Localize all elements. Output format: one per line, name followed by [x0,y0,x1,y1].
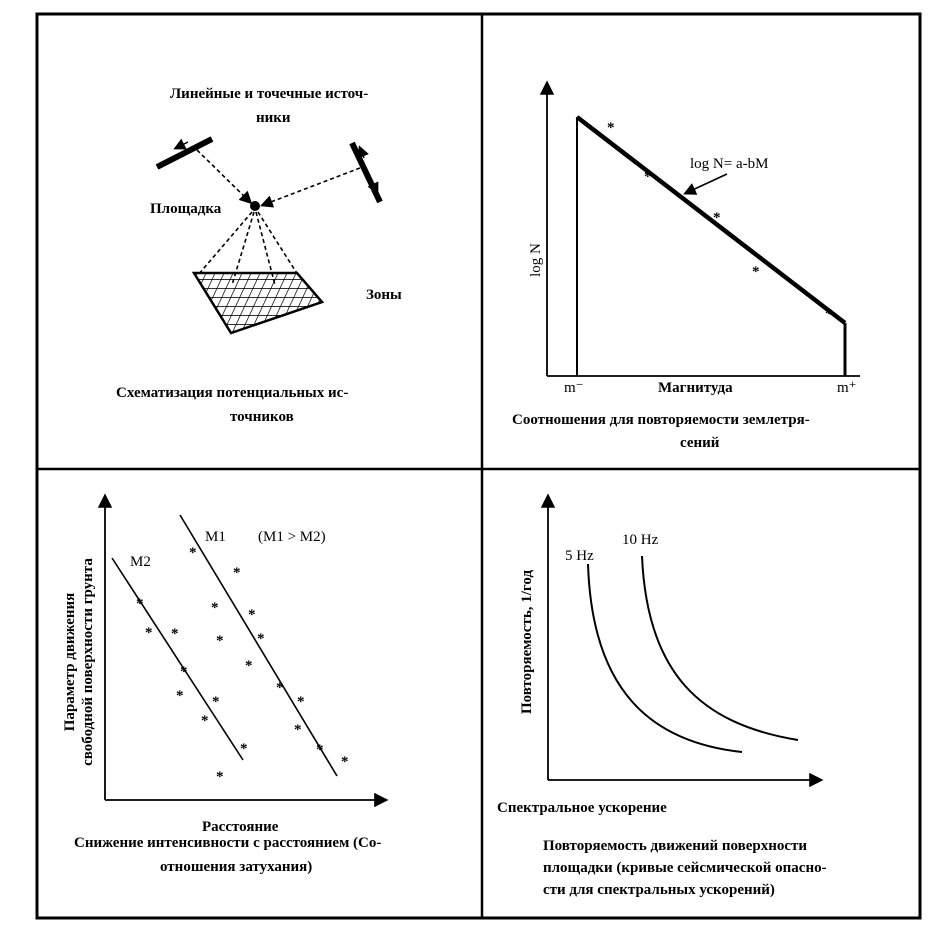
sources-caption-line1: Схематизация потенциальных ис- [116,385,348,401]
hazard-curve-5hz [587,563,743,753]
attenuation-line-m2 [111,557,244,761]
slip-arrow-right [357,145,369,159]
recurrence-point: * [607,120,615,136]
attenuation-point: * [216,769,224,785]
path-right-to-site [260,167,361,208]
hazard-caption-line3: сти для спектральных ускорений) [543,882,775,898]
attenuation-caption-line2: отношения затухания) [160,859,312,875]
attenuation-point: * [201,713,209,729]
attenuation-point: * [297,694,305,710]
gr-formula: log N= a-bM [690,156,768,172]
path-left-to-site [196,149,253,205]
attenuation-line-m1 [179,514,338,777]
attenuation-point: * [171,626,179,642]
recurrence-point: * [713,210,721,226]
slip-arrow-left [173,138,189,150]
attenuation-point: * [212,694,220,710]
attenuation-point: * [189,545,197,561]
panel-recurrence: log N * * * * * log N= a-bM m⁻ Магнитуда… [512,80,860,451]
attenuation-point: * [316,742,324,758]
zones-label: Зоны [366,287,402,303]
attenuation-point: * [145,625,153,641]
recurrence-caption-line2: сений [680,435,720,451]
sources-caption-line2: точников [230,409,294,425]
curve-10hz-label: 10 Hz [622,532,659,548]
panel-hazard-curves: Повторяемость, 1/год 5 Hz 10 Hz Спектрал… [497,493,827,898]
attenuation-point: * [180,664,188,680]
panel-sources: Линейные и точечные источ- ники Площадка… [116,86,402,425]
sources-label-line1: Линейные и точечные источ- [170,86,368,102]
attenuation-caption-line1: Снижение интенсивности с расстоянием (Со… [74,835,381,851]
hazard-caption-line2: площадки (кривые сейсмической опасно- [543,860,827,876]
attenuation-point: * [341,754,349,770]
zone-line-4 [257,211,299,276]
attenuation-x-label: Расстояние [202,819,279,835]
recurrence-x-label: Магнитуда [658,380,733,396]
recurrence-point: * [825,306,833,322]
zone-line-3 [255,211,276,286]
attenuation-point: * [294,722,302,738]
hazard-y-label: Повторяемость, 1/год [519,570,535,714]
attenuation-point: * [248,607,256,623]
magnitude-relation: (M1 > M2) [258,529,326,545]
slip-arrow-right-2 [367,181,379,195]
hazard-caption-line1: Повторяемость движений поверхности [543,838,807,854]
attenuation-point: * [136,596,144,612]
m1-label: M1 [205,529,226,545]
attenuation-y-label-line1: Параметр движения [62,593,78,732]
sources-label-line2: ники [256,110,291,126]
m2-label: M2 [130,554,151,570]
m-max-label: m⁺ [837,380,857,396]
site-point [250,201,260,211]
site-label: Площадка [150,201,222,217]
attenuation-point: * [276,680,284,696]
attenuation-y-label-line2: свободной поверхности грунта [80,558,96,766]
attenuation-point: * [211,600,219,616]
formula-pointer [683,173,728,195]
zone-line-1 [197,211,253,276]
attenuation-point: * [257,631,265,647]
gutenberg-richter-line [575,115,847,325]
attenuation-point: * [216,633,224,649]
source-zone-grid [191,271,325,335]
attenuation-point: * [176,688,184,704]
line-source-left [155,136,214,170]
attenuation-point: * [233,565,241,581]
recurrence-point: * [644,169,652,185]
recurrence-point: * [752,264,760,280]
m-min-label: m⁻ [564,380,584,396]
recurrence-caption-line1: Соотношения для повторяемости землетря- [512,412,810,428]
panel-attenuation: Параметр движения свободной поверхности … [62,493,389,875]
recurrence-y-label: log N [528,243,544,277]
attenuation-point: * [240,741,248,757]
line-source-right [349,141,383,204]
curve-5hz-label: 5 Hz [565,548,594,564]
hazard-x-label: Спектральное ускорение [497,800,667,816]
outer-frame [35,12,922,920]
hazard-curve-10hz [641,555,799,741]
attenuation-point: * [245,658,253,674]
